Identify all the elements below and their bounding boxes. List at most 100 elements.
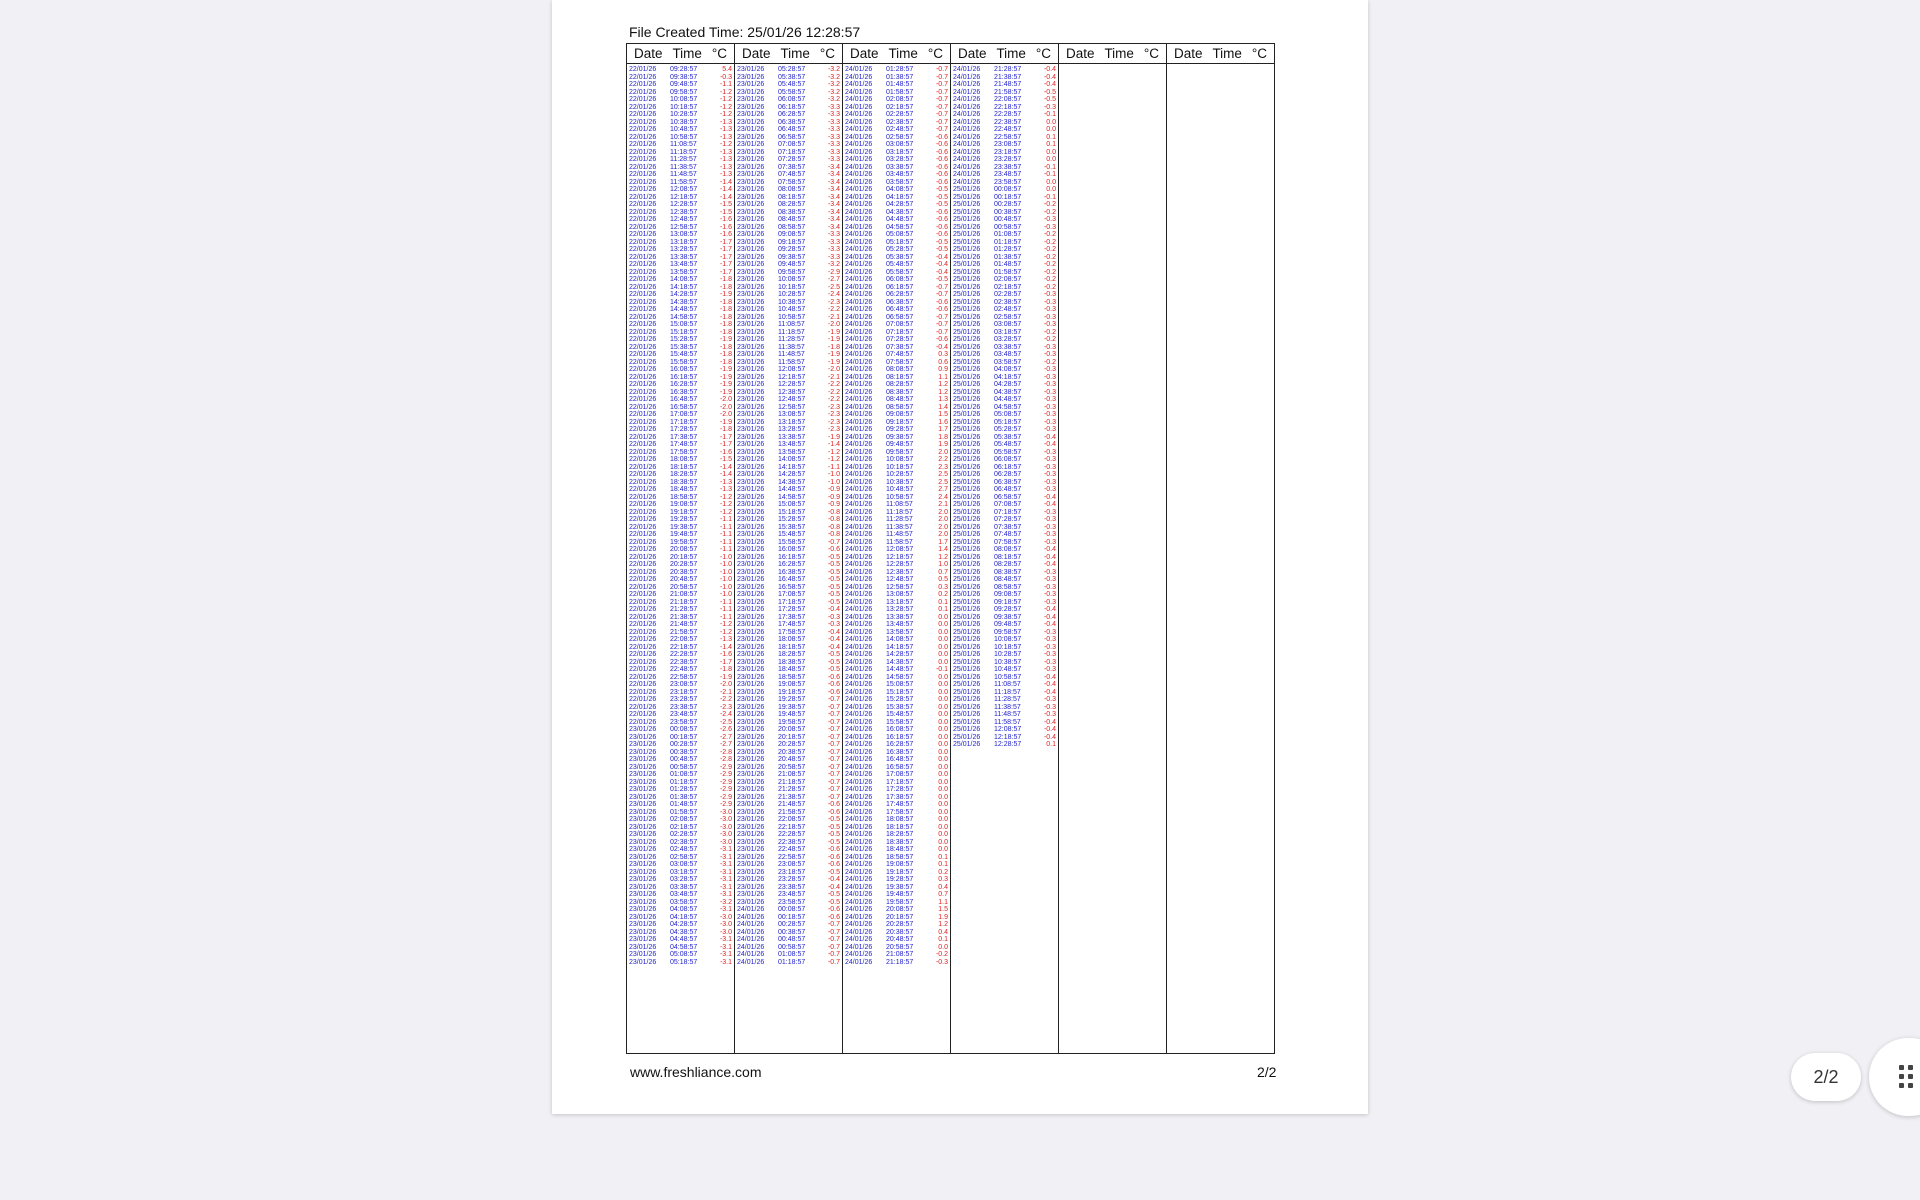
table-row: 23/01/26 03:18:57 -3.1 xyxy=(629,869,732,877)
row-time: 05:18:57 xyxy=(994,418,1022,426)
row-temperature: -1.8 xyxy=(827,343,840,351)
row-temperature: -0.3 xyxy=(1043,403,1056,411)
row-time: 03:38:57 xyxy=(994,343,1022,351)
row-date: 22/01/26 xyxy=(629,493,657,501)
row-time: 08:58:57 xyxy=(994,583,1022,591)
row-time: 01:58:57 xyxy=(994,268,1022,276)
row-date: 23/01/26 xyxy=(629,838,657,846)
row-time: 01:38:57 xyxy=(994,253,1022,261)
table-row: 24/01/26 03:38:57 -0.6 xyxy=(845,164,948,172)
table-row: 24/01/26 15:38:57 0.0 xyxy=(845,704,948,712)
row-time: 04:08:57 xyxy=(886,186,914,193)
row-time: 12:08:57 xyxy=(994,726,1022,733)
table-row: 24/01/26 19:38:57 0.4 xyxy=(845,884,948,892)
table-row: 23/01/26 20:08:57 -0.7 xyxy=(737,726,840,734)
table-row: 25/01/26 07:38:57 -0.3 xyxy=(953,524,1056,532)
row-time: 08:38:57 xyxy=(994,568,1022,576)
row-temperature: -0.3 xyxy=(1043,523,1056,531)
row-time: 02:08:57 xyxy=(994,276,1022,283)
row-time: 13:58:57 xyxy=(778,448,806,456)
row-time: 20:38:57 xyxy=(886,928,914,936)
row-time: 10:38:57 xyxy=(886,478,914,486)
table-row: 24/01/26 21:18:57 -0.3 xyxy=(845,959,948,967)
row-temperature: -0.3 xyxy=(1043,448,1056,456)
row-date: 23/01/26 xyxy=(737,583,765,591)
table-row: 23/01/26 21:38:57 -0.7 xyxy=(737,794,840,802)
table-row: 24/01/26 20:18:57 1.9 xyxy=(845,914,948,922)
table-row: 25/01/26 06:28:57 -0.3 xyxy=(953,471,1056,479)
row-time: 23:08:57 xyxy=(994,141,1022,148)
row-temperature: -0.5 xyxy=(935,276,948,283)
table-row: 23/01/26 17:08:57 -0.5 xyxy=(737,591,840,599)
table-row: 22/01/26 14:18:57 -1.8 xyxy=(629,284,732,292)
page-grid-button[interactable] xyxy=(1869,1038,1920,1116)
row-temperature: -1.3 xyxy=(719,156,732,163)
row-time: 17:38:57 xyxy=(670,433,698,441)
row-date: 23/01/26 xyxy=(737,801,765,808)
row-time: 08:38:57 xyxy=(886,388,914,396)
table-row: 24/01/26 15:58:57 0.0 xyxy=(845,719,948,727)
row-temperature: -2.2 xyxy=(719,696,732,703)
row-temperature: -0.3 xyxy=(1043,643,1056,651)
table-row: 24/01/26 20:28:57 1.2 xyxy=(845,921,948,929)
row-time: 14:18:57 xyxy=(670,283,698,291)
table-row: 22/01/26 13:18:57 -1.7 xyxy=(629,239,732,247)
pdf-page: File Created Time: 25/01/26 12:28:57 Dat… xyxy=(552,0,1368,1114)
table-row: 24/01/26 23:28:57 0.0 xyxy=(953,156,1056,164)
table-row: 23/01/26 23:38:57 -0.4 xyxy=(737,884,840,892)
row-date: 23/01/26 xyxy=(737,591,765,598)
table-row: 24/01/26 11:28:57 2.0 xyxy=(845,516,948,524)
row-time: 02:28:57 xyxy=(886,111,914,118)
row-temperature: 1.9 xyxy=(938,441,948,448)
table-row: 23/01/26 23:18:57 -0.5 xyxy=(737,869,840,877)
row-date: 24/01/26 xyxy=(845,351,873,358)
file-created-time: File Created Time: 25/01/26 12:28:57 xyxy=(629,24,861,40)
row-date: 24/01/26 xyxy=(845,141,873,148)
row-date: 23/01/26 xyxy=(737,111,765,118)
row-time: 07:18:57 xyxy=(778,148,806,156)
row-time: 19:48:57 xyxy=(778,711,806,718)
header-time: Time xyxy=(1104,46,1134,61)
row-date: 24/01/26 xyxy=(845,583,873,591)
row-time: 13:48:57 xyxy=(778,441,806,448)
row-temperature: -0.7 xyxy=(935,126,948,133)
table-row: 25/01/26 09:08:57 -0.3 xyxy=(953,591,1056,599)
row-temperature: -3.1 xyxy=(719,853,732,861)
row-date: 24/01/26 xyxy=(845,133,873,141)
row-time: 09:18:57 xyxy=(994,598,1022,606)
row-temperature: -3.4 xyxy=(827,178,840,186)
row-temperature: -1.8 xyxy=(719,343,732,351)
table-row: 24/01/26 03:08:57 -0.6 xyxy=(845,141,948,149)
table-row: 22/01/26 11:58:57 -1.4 xyxy=(629,179,732,187)
row-temperature: -0.3 xyxy=(1043,658,1056,666)
table-row: 24/01/26 17:08:57 0.0 xyxy=(845,771,948,779)
row-time: 05:28:57 xyxy=(778,66,806,73)
log-column: Date Time °C xyxy=(1059,44,1167,1053)
row-temperature: 0.1 xyxy=(1046,141,1056,148)
row-time: 03:28:57 xyxy=(670,876,698,883)
row-date: 24/01/26 xyxy=(845,471,873,478)
row-temperature: -0.5 xyxy=(1043,96,1056,103)
table-row: 23/01/26 21:48:57 -0.6 xyxy=(737,801,840,809)
table-row: 25/01/26 03:18:57 -0.2 xyxy=(953,329,1056,337)
table-row: 22/01/26 22:28:57 -1.6 xyxy=(629,651,732,659)
row-time: 13:28:57 xyxy=(670,246,698,253)
row-time: 11:28:57 xyxy=(778,336,805,343)
row-date: 24/01/26 xyxy=(845,913,873,921)
table-row: 22/01/26 22:58:57 -1.9 xyxy=(629,674,732,682)
row-temperature: -1.7 xyxy=(719,246,732,253)
row-time: 09:58:57 xyxy=(886,448,914,456)
row-temperature: 0.0 xyxy=(1046,148,1056,156)
row-date: 24/01/26 xyxy=(845,741,873,748)
table-row: 22/01/26 09:48:57 -1.1 xyxy=(629,81,732,89)
table-row: 25/01/26 06:48:57 -0.3 xyxy=(953,486,1056,494)
table-row: 23/01/26 16:58:57 -0.5 xyxy=(737,584,840,592)
row-temperature: 2.0 xyxy=(938,508,948,516)
row-time: 12:18:57 xyxy=(886,553,914,561)
table-row: 23/01/26 19:38:57 -0.7 xyxy=(737,704,840,712)
row-temperature: -1.4 xyxy=(719,643,732,651)
row-time: 07:28:57 xyxy=(994,516,1022,523)
row-temperature: -1.9 xyxy=(719,373,732,381)
row-date: 24/01/26 xyxy=(845,486,873,493)
row-date: 25/01/26 xyxy=(953,216,981,223)
